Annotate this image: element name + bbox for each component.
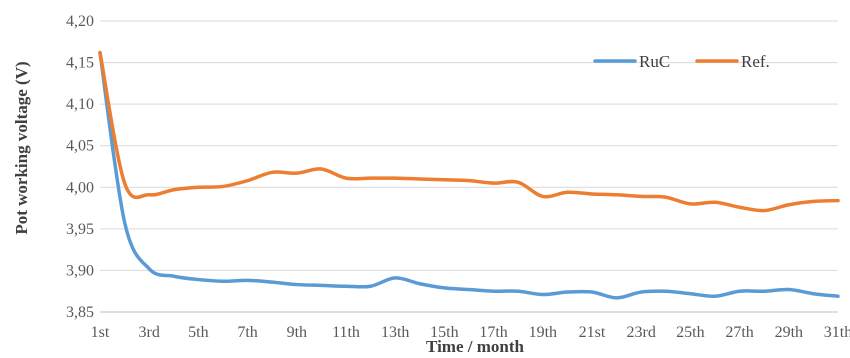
y-tick-label: 4,05 [66,138,94,155]
y-tick-label: 3,95 [66,221,94,238]
y-tick-label: 4,00 [66,179,94,196]
x-tick-label: 7th [237,324,257,341]
x-tick-label: 3rd [139,324,160,341]
y-tick-label: 3,85 [66,304,94,321]
legend: RuC Ref. [593,52,770,71]
x-axis-ticks: 1st 3rd 5th 7th 9th 11th 13th 15th 17th 19th 21st 2… [91,324,850,341]
x-tick-label: 19th [529,324,557,341]
y-axis-title: Pot working voltage (V) [12,61,31,234]
x-tick-label: 23rd [627,324,656,341]
x-tick-label: 1st [91,324,110,341]
series-line-ruc [98,50,840,300]
x-tick-label: 5th [188,324,208,341]
legend-label: Ref. [741,52,770,71]
x-tick-label: 15th [430,324,458,341]
x-tick-label: 11th [332,324,360,341]
series-lines [98,50,840,300]
x-tick-label: 25th [676,324,704,341]
x-tick-label: 9th [287,324,307,341]
x-axis-title: Time / month [426,337,524,356]
x-tick-label: 17th [479,324,507,341]
y-tick-label: 4,10 [66,96,94,113]
x-tick-label: 31th [824,324,850,341]
x-tick-label: 29th [775,324,803,341]
x-tick-label: 13th [381,324,409,341]
gridlines [100,20,838,313]
y-tick-label: 4,15 [66,55,94,72]
y-tick-label: 4,20 [66,13,94,30]
y-tick-label: 3,90 [66,262,94,279]
legend-label: RuC [639,52,670,71]
x-tick-label: 21st [579,324,606,341]
series-line-ref [98,50,840,213]
x-tick-label: 27th [725,324,753,341]
y-axis-ticks: 3,85 3,90 3,95 4,00 4,05 4,10 4,15 4,20 [66,13,94,321]
